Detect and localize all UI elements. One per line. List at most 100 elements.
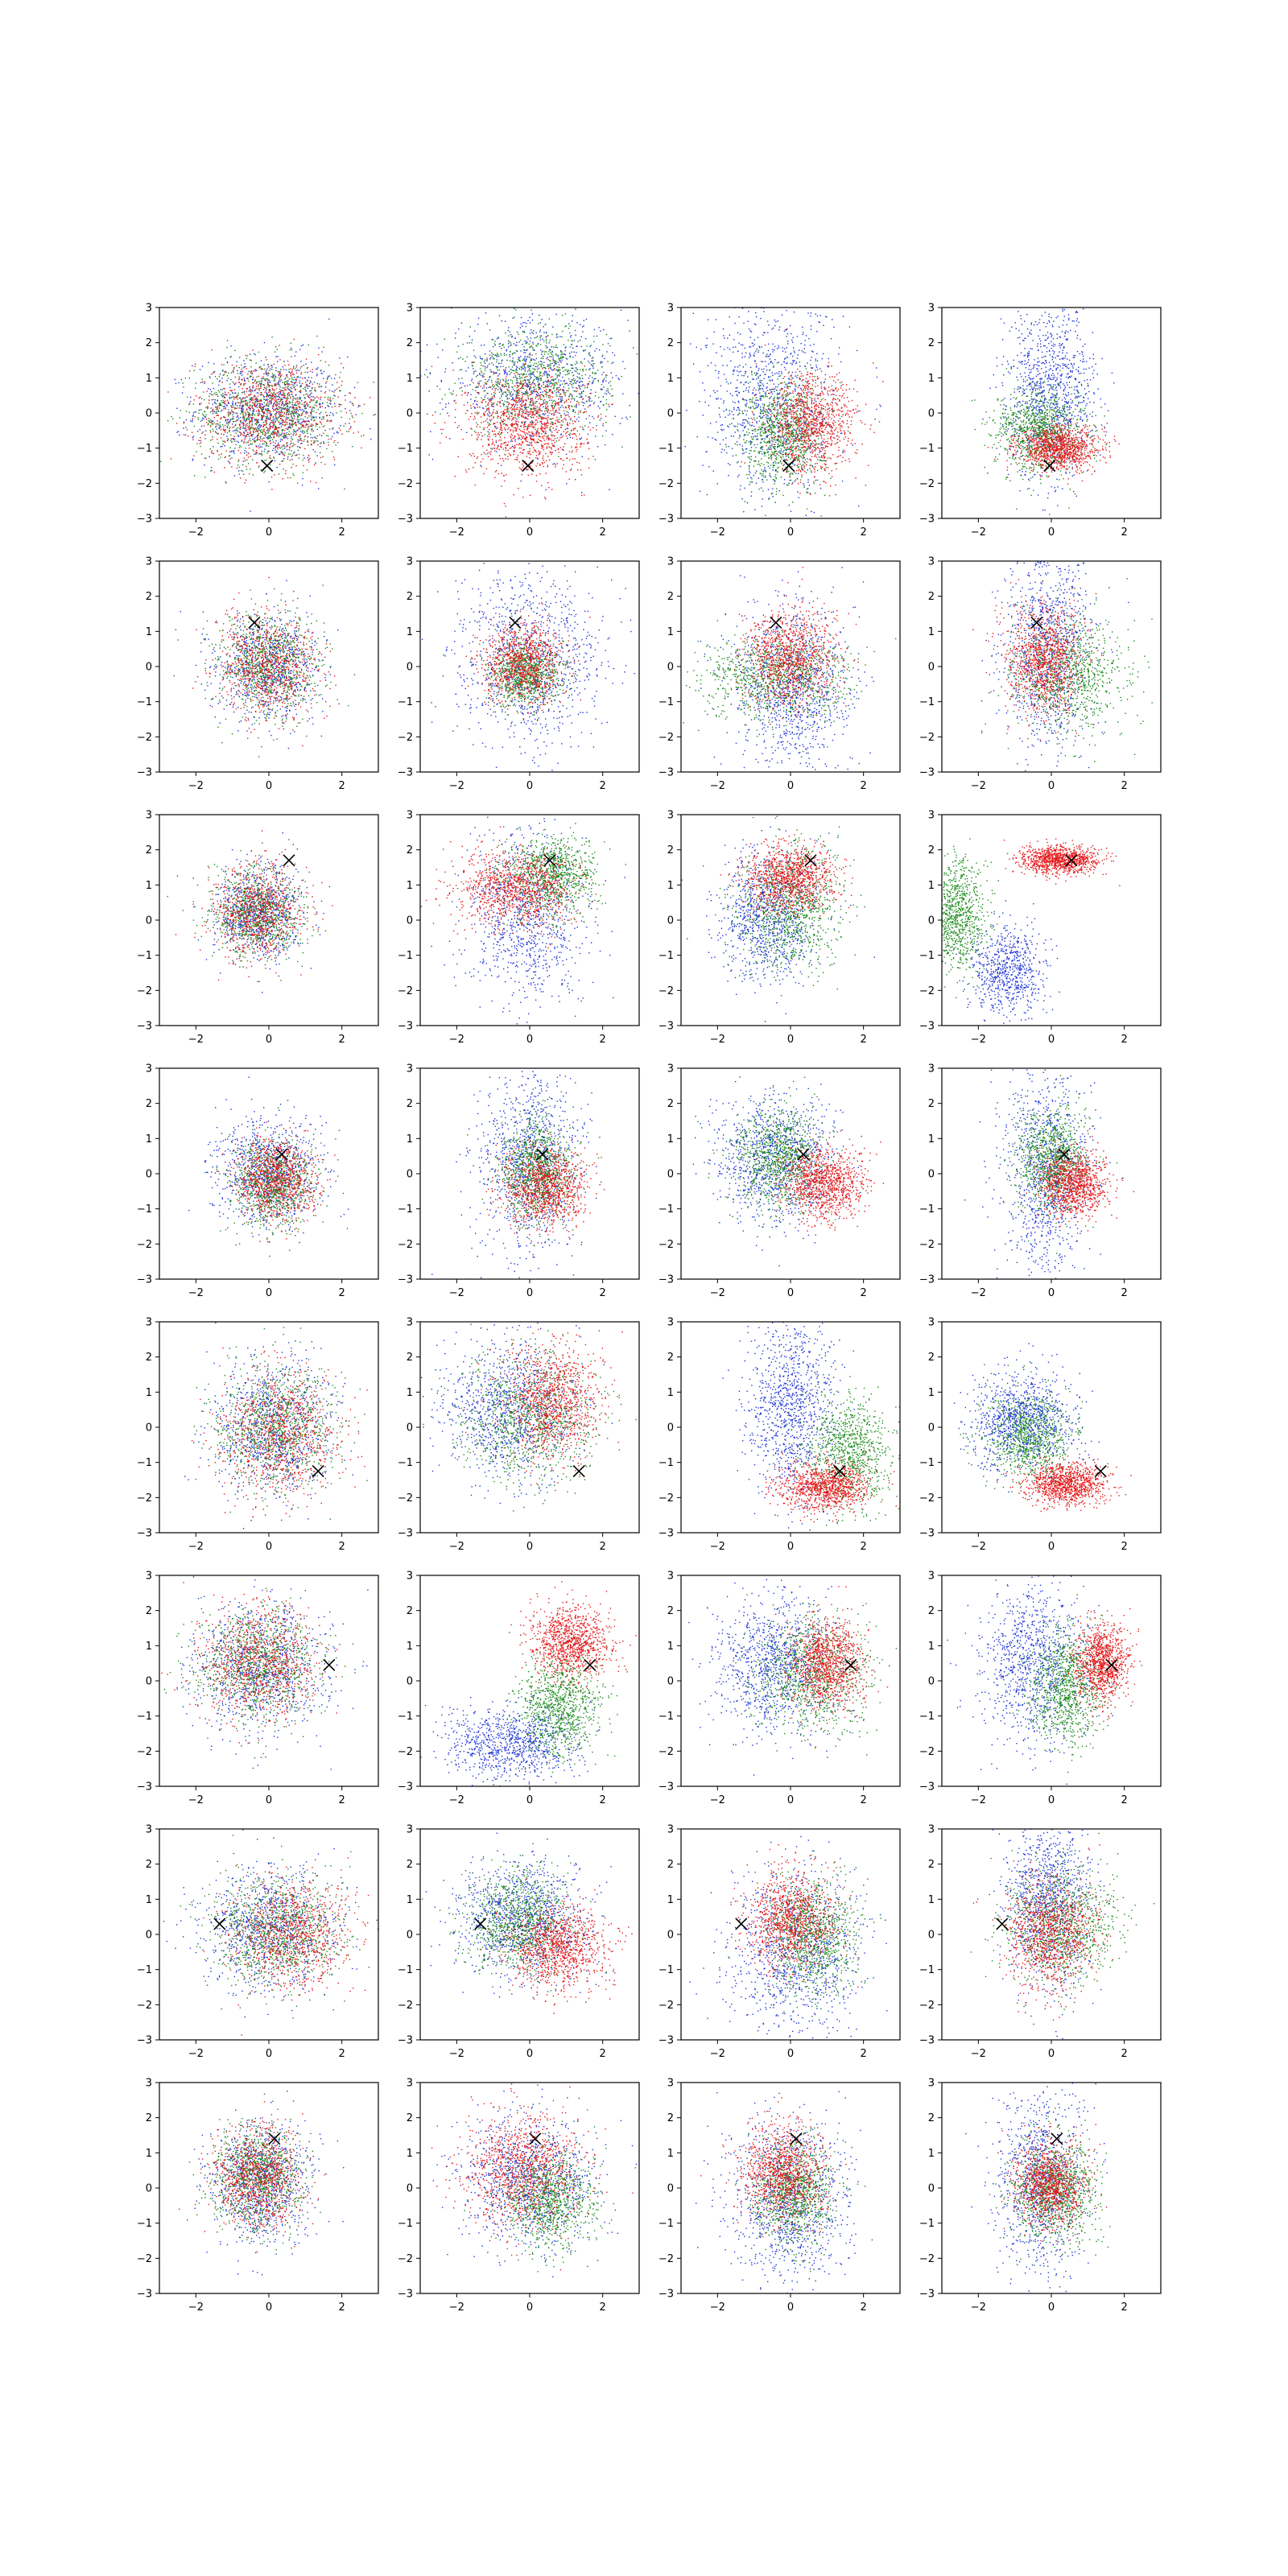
- data-point: [541, 428, 542, 429]
- data-point: [238, 402, 239, 403]
- data-point: [576, 388, 577, 389]
- data-point: [282, 387, 283, 388]
- data-point: [527, 338, 528, 339]
- data-point: [230, 406, 231, 407]
- data-point: [281, 374, 282, 375]
- data-point: [293, 452, 294, 453]
- data-point: [278, 421, 279, 422]
- data-point: [329, 402, 330, 403]
- data-point: [541, 440, 542, 441]
- data-point: [279, 424, 280, 425]
- data-point: [276, 393, 277, 394]
- data-point: [311, 361, 312, 362]
- data-point: [556, 396, 557, 397]
- data-point: [532, 404, 533, 405]
- data-point: [272, 388, 273, 389]
- data-point: [537, 422, 538, 423]
- data-point: [228, 409, 229, 410]
- data-point: [530, 454, 531, 455]
- data-point: [569, 451, 570, 452]
- data-point: [570, 336, 571, 337]
- data-point: [258, 376, 259, 377]
- data-point: [286, 369, 287, 370]
- data-point: [557, 355, 558, 356]
- data-point: [235, 404, 236, 405]
- data-point: [537, 371, 538, 372]
- data-point: [326, 415, 327, 416]
- data-point: [480, 368, 481, 369]
- data-point: [505, 370, 506, 371]
- data-point: [229, 451, 230, 452]
- data-point: [544, 374, 545, 375]
- data-point: [499, 315, 500, 316]
- data-point: [252, 417, 253, 418]
- data-point: [312, 429, 313, 430]
- data-point: [273, 442, 274, 443]
- data-point: [557, 437, 558, 438]
- data-point: [270, 376, 271, 377]
- data-point: [538, 379, 539, 380]
- data-point: [314, 417, 315, 418]
- data-point: [258, 412, 259, 413]
- data-point: [520, 340, 521, 341]
- data-point: [528, 415, 529, 416]
- data-point: [568, 434, 569, 435]
- data-point: [594, 350, 595, 351]
- data-point: [244, 432, 245, 433]
- data-point: [448, 415, 449, 416]
- data-point: [292, 424, 293, 425]
- data-point: [294, 411, 295, 412]
- data-point: [531, 406, 532, 407]
- x-tick-label: 2: [339, 526, 345, 539]
- data-point: [194, 399, 195, 400]
- data-point: [251, 400, 252, 401]
- data-point: [252, 427, 253, 428]
- data-point: [562, 315, 563, 316]
- data-point: [292, 455, 293, 456]
- data-point: [602, 344, 603, 345]
- data-point: [322, 426, 323, 427]
- data-point: [502, 386, 503, 387]
- data-point: [311, 413, 312, 414]
- y-tick-label: 0: [146, 408, 152, 420]
- data-point: [542, 364, 543, 365]
- data-point: [258, 352, 259, 353]
- data-point: [262, 440, 263, 441]
- data-point: [576, 447, 577, 448]
- data-point: [523, 352, 524, 353]
- y-tick-label: 1: [146, 373, 152, 385]
- data-point: [479, 435, 480, 436]
- data-point: [287, 414, 288, 415]
- data-point: [470, 398, 471, 399]
- data-point: [252, 382, 253, 383]
- data-point: [273, 456, 274, 457]
- data-point: [249, 428, 250, 429]
- data-point: [320, 443, 321, 444]
- data-point: [296, 405, 297, 406]
- data-point: [562, 396, 563, 397]
- data-point: [311, 410, 312, 411]
- data-point: [479, 381, 480, 382]
- data-point: [527, 380, 528, 381]
- data-point: [556, 389, 557, 390]
- data-point: [176, 431, 177, 432]
- data-point: [293, 412, 294, 413]
- data-point: [505, 391, 506, 392]
- data-point: [486, 410, 487, 411]
- data-point: [485, 406, 486, 407]
- data-point: [234, 439, 235, 440]
- data-point: [297, 419, 298, 420]
- data-point: [237, 394, 238, 395]
- data-point: [530, 398, 531, 399]
- data-point: [482, 446, 483, 447]
- data-point: [278, 371, 279, 372]
- data-point: [482, 374, 483, 375]
- data-point: [212, 439, 213, 440]
- data-point: [318, 348, 319, 349]
- data-point: [427, 377, 428, 378]
- data-point: [490, 453, 491, 454]
- data-point: [561, 434, 562, 435]
- data-point: [556, 369, 557, 370]
- data-point: [259, 405, 260, 406]
- data-point: [283, 458, 284, 459]
